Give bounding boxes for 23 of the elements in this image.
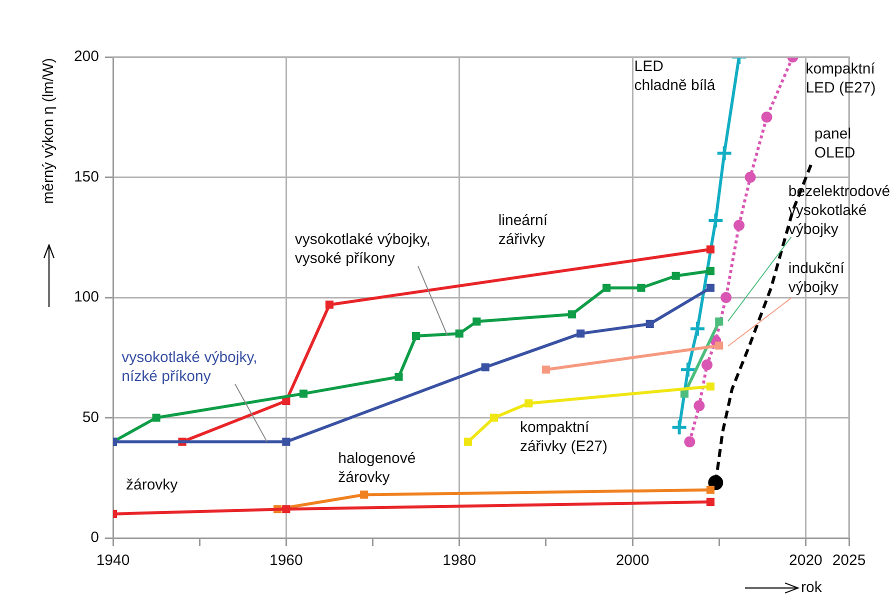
series-label: žárovky	[126, 476, 178, 494]
x-tick-label: 2025	[832, 552, 866, 570]
series-label: halogenové žárovky	[338, 450, 416, 486]
y-axis-title: měrný výkon η (lm/W)	[40, 58, 58, 204]
series-label: panel OLED	[814, 125, 856, 162]
series-label: lineární zářivky	[498, 212, 548, 248]
text: indukční výbojky	[788, 260, 846, 296]
x-axis-title: rok	[801, 579, 822, 596]
y-tick-label: 150	[74, 168, 99, 186]
series-label: kompaktní LED (E27)	[806, 60, 876, 96]
y-tick-label: 0	[90, 529, 99, 546]
y-tick-label: 200	[74, 48, 99, 66]
text: vysokotlaké výbojky, vysoké příkony	[294, 231, 430, 268]
x-tick-label: 2020	[789, 552, 822, 570]
x-tick-label: 1940	[96, 552, 130, 570]
y-tick-label: 100	[74, 288, 99, 306]
x-tick-label: 1980	[442, 552, 476, 570]
x-tick-label: 1960	[269, 552, 303, 570]
series-label: kompaktní zářivky (E27)	[520, 418, 608, 455]
text: vysokotlaké výbojky, nízké příkony	[122, 349, 258, 386]
series-label: LED chladně bílá	[634, 58, 716, 94]
y-tick-label: 50	[82, 408, 99, 426]
x-tick-label: 2000	[616, 552, 650, 570]
